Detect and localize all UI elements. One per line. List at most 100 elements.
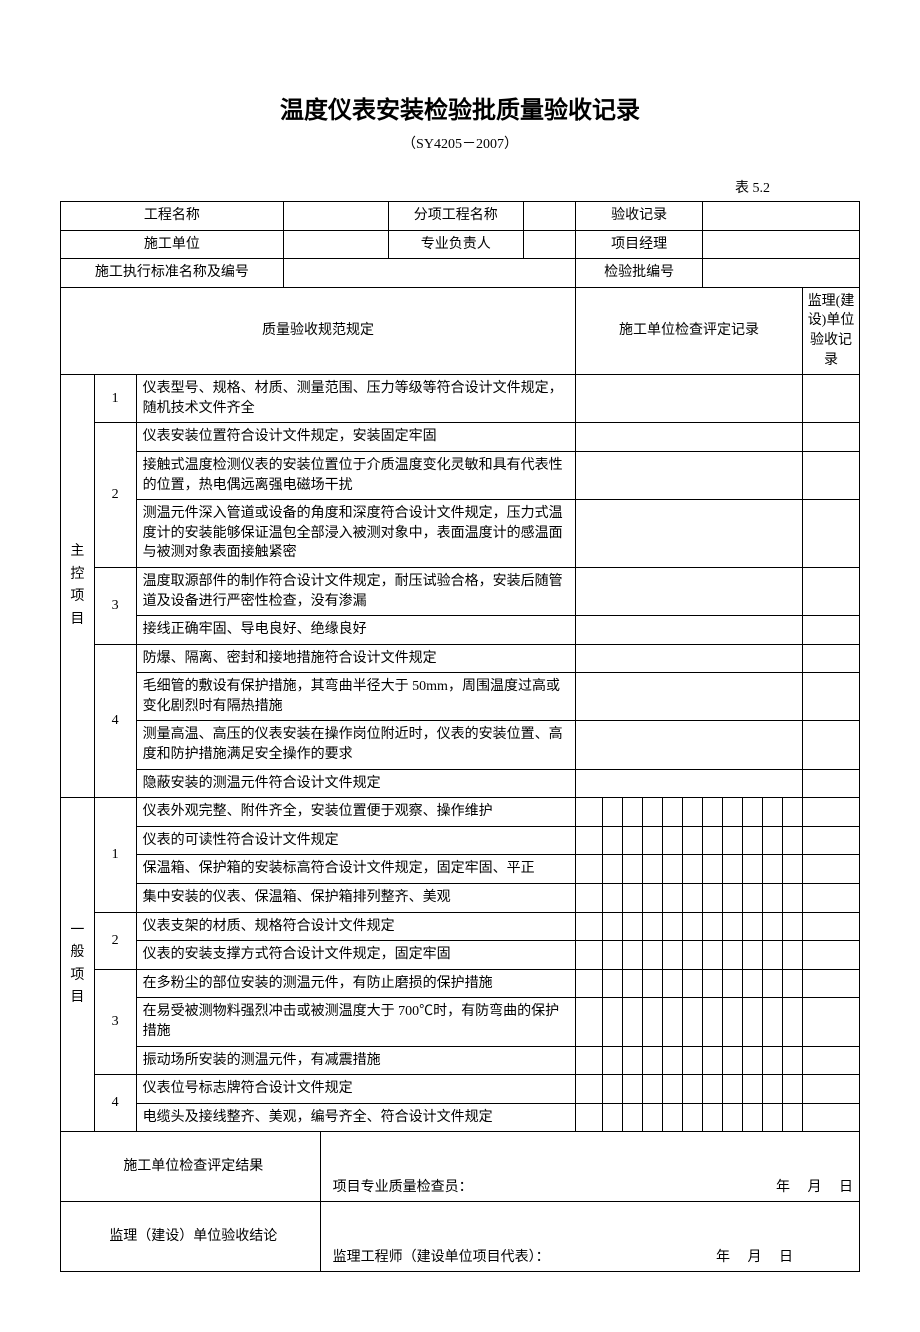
gen-1a-c0 — [576, 798, 603, 827]
acceptance-record-value — [703, 202, 860, 231]
subtitle: （SY4205－2007） — [60, 133, 860, 153]
gen-3c-sup — [803, 1046, 860, 1075]
main-row-3b: 接线正确牢固、导电良好、绝缘良好 — [61, 616, 860, 645]
main-4b-text: 毛细管的敷设有保护措施，其弯曲半径大于 50mm，周围温度过高或变化剧烈时有隔热… — [136, 673, 575, 721]
gen-3c-c7 — [723, 1046, 743, 1075]
general-label: 一般项目 — [61, 798, 95, 1132]
gen-3a-c1 — [603, 969, 623, 998]
gen-4b-c6 — [703, 1103, 723, 1132]
main-2c-sup — [803, 500, 860, 568]
gen-row-2a: 2 仪表支架的材质、规格符合设计文件规定 — [61, 912, 860, 941]
gen-3b-c10 — [783, 998, 803, 1046]
gen-1b-c10 — [783, 826, 803, 855]
header-row-2: 施工单位 专业负责人 项目经理 — [61, 230, 860, 259]
main-4d-check — [576, 769, 803, 798]
gen-2b-c10 — [783, 941, 803, 970]
gen-4a-c4 — [663, 1075, 683, 1104]
gen-3a-c2 — [623, 969, 643, 998]
main-2b-text: 接触式温度检测仪表的安装位置位于介质温度变化灵敏和具有代表性的位置，热电偶远离强… — [136, 451, 575, 499]
main-2c-check — [576, 500, 803, 568]
main-3a-check — [576, 567, 803, 615]
gen-4b-c1 — [603, 1103, 623, 1132]
gen-3b-c3 — [643, 998, 663, 1046]
gen-1c-c4 — [663, 855, 683, 884]
main-3b-check — [576, 616, 803, 645]
gen-row-1d: 集中安装的仪表、保温箱、保护箱排列整齐、美观 — [61, 884, 860, 913]
engineer-label: 监理工程师（建设单位项目代表）： — [333, 1248, 550, 1268]
gen-1d-c6 — [703, 884, 723, 913]
gen-1a-c2 — [623, 798, 643, 827]
gen-num-2: 2 — [94, 912, 136, 969]
gen-3a-c7 — [723, 969, 743, 998]
gen-4b-c0 — [576, 1103, 603, 1132]
gen-1d-text: 集中安装的仪表、保温箱、保护箱排列整齐、美观 — [136, 884, 575, 913]
main-row-4b: 毛细管的敷设有保护措施，其弯曲半径大于 50mm，周围温度过高或变化剧烈时有隔热… — [61, 673, 860, 721]
gen-3a-c6 — [703, 969, 723, 998]
gen-4a-sup — [803, 1075, 860, 1104]
gen-2a-c3 — [643, 912, 663, 941]
main-table: 工程名称 分项工程名称 验收记录 施工单位 专业负责人 项目经理 施工执行标准名… — [60, 201, 860, 1272]
construction-result-label: 施工单位检查评定结果 — [61, 1132, 321, 1202]
gen-3b-sup — [803, 998, 860, 1046]
gen-1a-sup — [803, 798, 860, 827]
main-3b-sup — [803, 616, 860, 645]
gen-2a-c9 — [763, 912, 783, 941]
gen-1c-c7 — [723, 855, 743, 884]
gen-2b-c7 — [723, 941, 743, 970]
supervisor-result-label: 监理（建设）单位验收结论 — [61, 1202, 321, 1272]
main-row-2b: 接触式温度检测仪表的安装位置位于介质温度变化灵敏和具有代表性的位置，热电偶远离强… — [61, 451, 860, 499]
main-row-4c: 测量高温、高压的仪表安装在操作岗位附近时，仪表的安装位置、高度和防护措施满足安全… — [61, 721, 860, 769]
gen-1b-text: 仪表的可读性符合设计文件规定 — [136, 826, 575, 855]
gen-1c-c6 — [703, 855, 723, 884]
date-1: 年 月 日 — [776, 1178, 853, 1198]
gen-2b-c1 — [603, 941, 623, 970]
gen-row-1c: 保温箱、保护箱的安装标高符合设计文件规定，固定牢固、平正 — [61, 855, 860, 884]
main-1-check — [576, 375, 803, 423]
main-2a-check — [576, 423, 803, 452]
gen-1a-c3 — [643, 798, 663, 827]
gen-2a-c7 — [723, 912, 743, 941]
batch-no-label: 检验批编号 — [576, 259, 703, 288]
main-2a-text: 仪表安装位置符合设计文件规定，安装固定牢固 — [136, 423, 575, 452]
gen-3b-c8 — [743, 998, 763, 1046]
gen-4a-c6 — [703, 1075, 723, 1104]
num-4: 4 — [94, 644, 136, 798]
gen-3c-c8 — [743, 1046, 763, 1075]
gen-1d-c5 — [683, 884, 703, 913]
gen-4a-c7 — [723, 1075, 743, 1104]
gen-3c-c1 — [603, 1046, 623, 1075]
supervisor-result-content: 监理工程师（建设单位项目代表）： 年 月 日 — [320, 1202, 859, 1272]
gen-row-4a: 4 仪表位号标志牌符合设计文件规定 — [61, 1075, 860, 1104]
gen-3a-c3 — [643, 969, 663, 998]
main-row-1: 主控项目 1 仪表型号、规格、材质、测量范围、压力等级等符合设计文件规定，随机技… — [61, 375, 860, 423]
project-name-label: 工程名称 — [61, 202, 284, 231]
gen-1a-c7 — [723, 798, 743, 827]
main-4a-check — [576, 644, 803, 673]
gen-4b-text: 电缆头及接线整齐、美观，编号齐全、符合设计文件规定 — [136, 1103, 575, 1132]
gen-1c-c10 — [783, 855, 803, 884]
gen-4b-c4 — [663, 1103, 683, 1132]
gen-3a-c10 — [783, 969, 803, 998]
gen-1a-text: 仪表外观完整、附件齐全，安装位置便于观察、操作维护 — [136, 798, 575, 827]
gen-3a-c4 — [663, 969, 683, 998]
gen-1b-c5 — [683, 826, 703, 855]
gen-1d-sup — [803, 884, 860, 913]
gen-2b-c5 — [683, 941, 703, 970]
gen-3a-text: 在多粉尘的部位安装的测温元件，有防止磨损的保护措施 — [136, 969, 575, 998]
gen-3b-c2 — [623, 998, 643, 1046]
gen-1a-c9 — [763, 798, 783, 827]
gen-1b-sup — [803, 826, 860, 855]
standard-label: 施工执行标准名称及编号 — [61, 259, 284, 288]
gen-1d-c4 — [663, 884, 683, 913]
gen-row-1b: 仪表的可读性符合设计文件规定 — [61, 826, 860, 855]
gen-3b-c0 — [576, 998, 603, 1046]
pm-label: 项目经理 — [576, 230, 703, 259]
gen-2b-c3 — [643, 941, 663, 970]
gen-3c-c10 — [783, 1046, 803, 1075]
main-row-4d: 隐蔽安装的测温元件符合设计文件规定 — [61, 769, 860, 798]
gen-1b-c7 — [723, 826, 743, 855]
gen-2b-c0 — [576, 941, 603, 970]
gen-4b-c3 — [643, 1103, 663, 1132]
construction-result-content: 项目专业质量检查员： 年 月 日 — [320, 1132, 859, 1202]
num-2: 2 — [94, 423, 136, 568]
